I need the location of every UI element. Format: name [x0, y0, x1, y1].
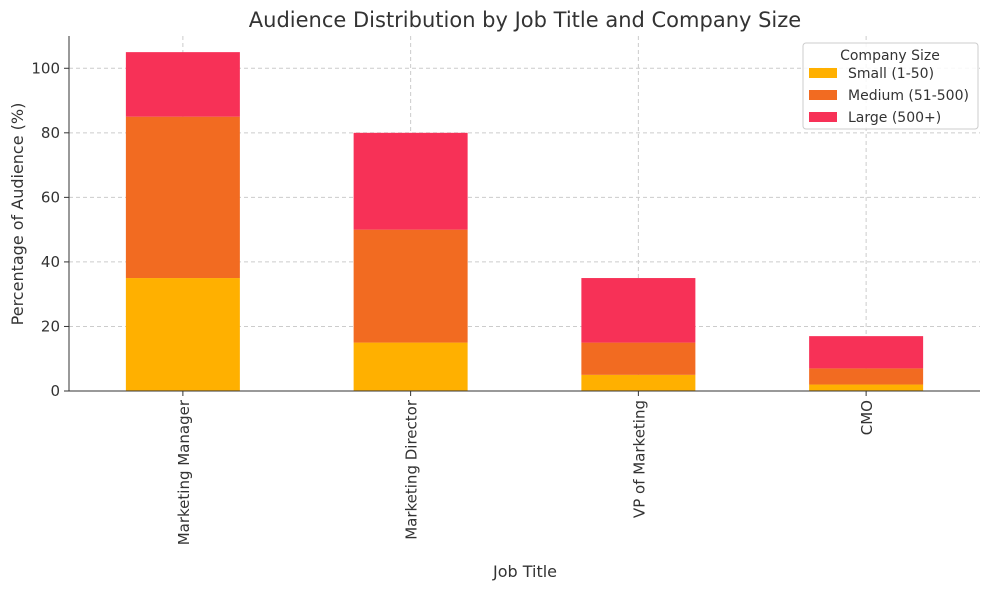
- y-tick-label: 40: [41, 253, 60, 271]
- legend: Company Size Small (1-50) Medium (51-500)…: [802, 42, 979, 130]
- bar-segment-large: [353, 132, 468, 230]
- x-tick-label: CMO: [858, 400, 876, 435]
- x-tick-label: Marketing Director: [403, 399, 421, 540]
- y-tick-label: 80: [41, 124, 60, 142]
- bar-segment-medium: [125, 116, 240, 279]
- bar-segment-medium: [809, 368, 924, 385]
- x-axis-label: Job Title: [492, 562, 557, 581]
- bar-segment-medium: [581, 342, 696, 375]
- y-tick-label: 0: [50, 382, 60, 400]
- legend-swatch: [809, 112, 837, 122]
- x-tick-label: Marketing Manager: [175, 399, 193, 545]
- x-tick-label: VP of Marketing: [630, 400, 648, 518]
- bar-segment-small: [125, 278, 240, 391]
- y-tick-label: 60: [41, 188, 60, 206]
- bar-segment-small: [809, 384, 924, 391]
- legend-label: Medium (51-500): [848, 88, 969, 104]
- legend-label: Small (1-50): [848, 66, 934, 82]
- chart-title: Audience Distribution by Job Title and C…: [249, 8, 801, 32]
- y-tick-label: 100: [31, 59, 60, 77]
- bar-segment-medium: [353, 229, 468, 343]
- bar-segment-large: [581, 278, 696, 343]
- legend-swatch: [809, 68, 837, 78]
- y-tick-label: 20: [41, 317, 60, 335]
- bar-segment-large: [125, 52, 240, 117]
- legend-title: Company Size: [840, 48, 940, 64]
- bar-segment-large: [809, 336, 924, 369]
- legend-swatch: [809, 90, 837, 100]
- bar-segment-small: [581, 374, 696, 391]
- legend-label: Large (500+): [848, 110, 941, 126]
- bar-segment-small: [353, 342, 468, 391]
- y-axis-label: Percentage of Audience (%): [8, 103, 27, 326]
